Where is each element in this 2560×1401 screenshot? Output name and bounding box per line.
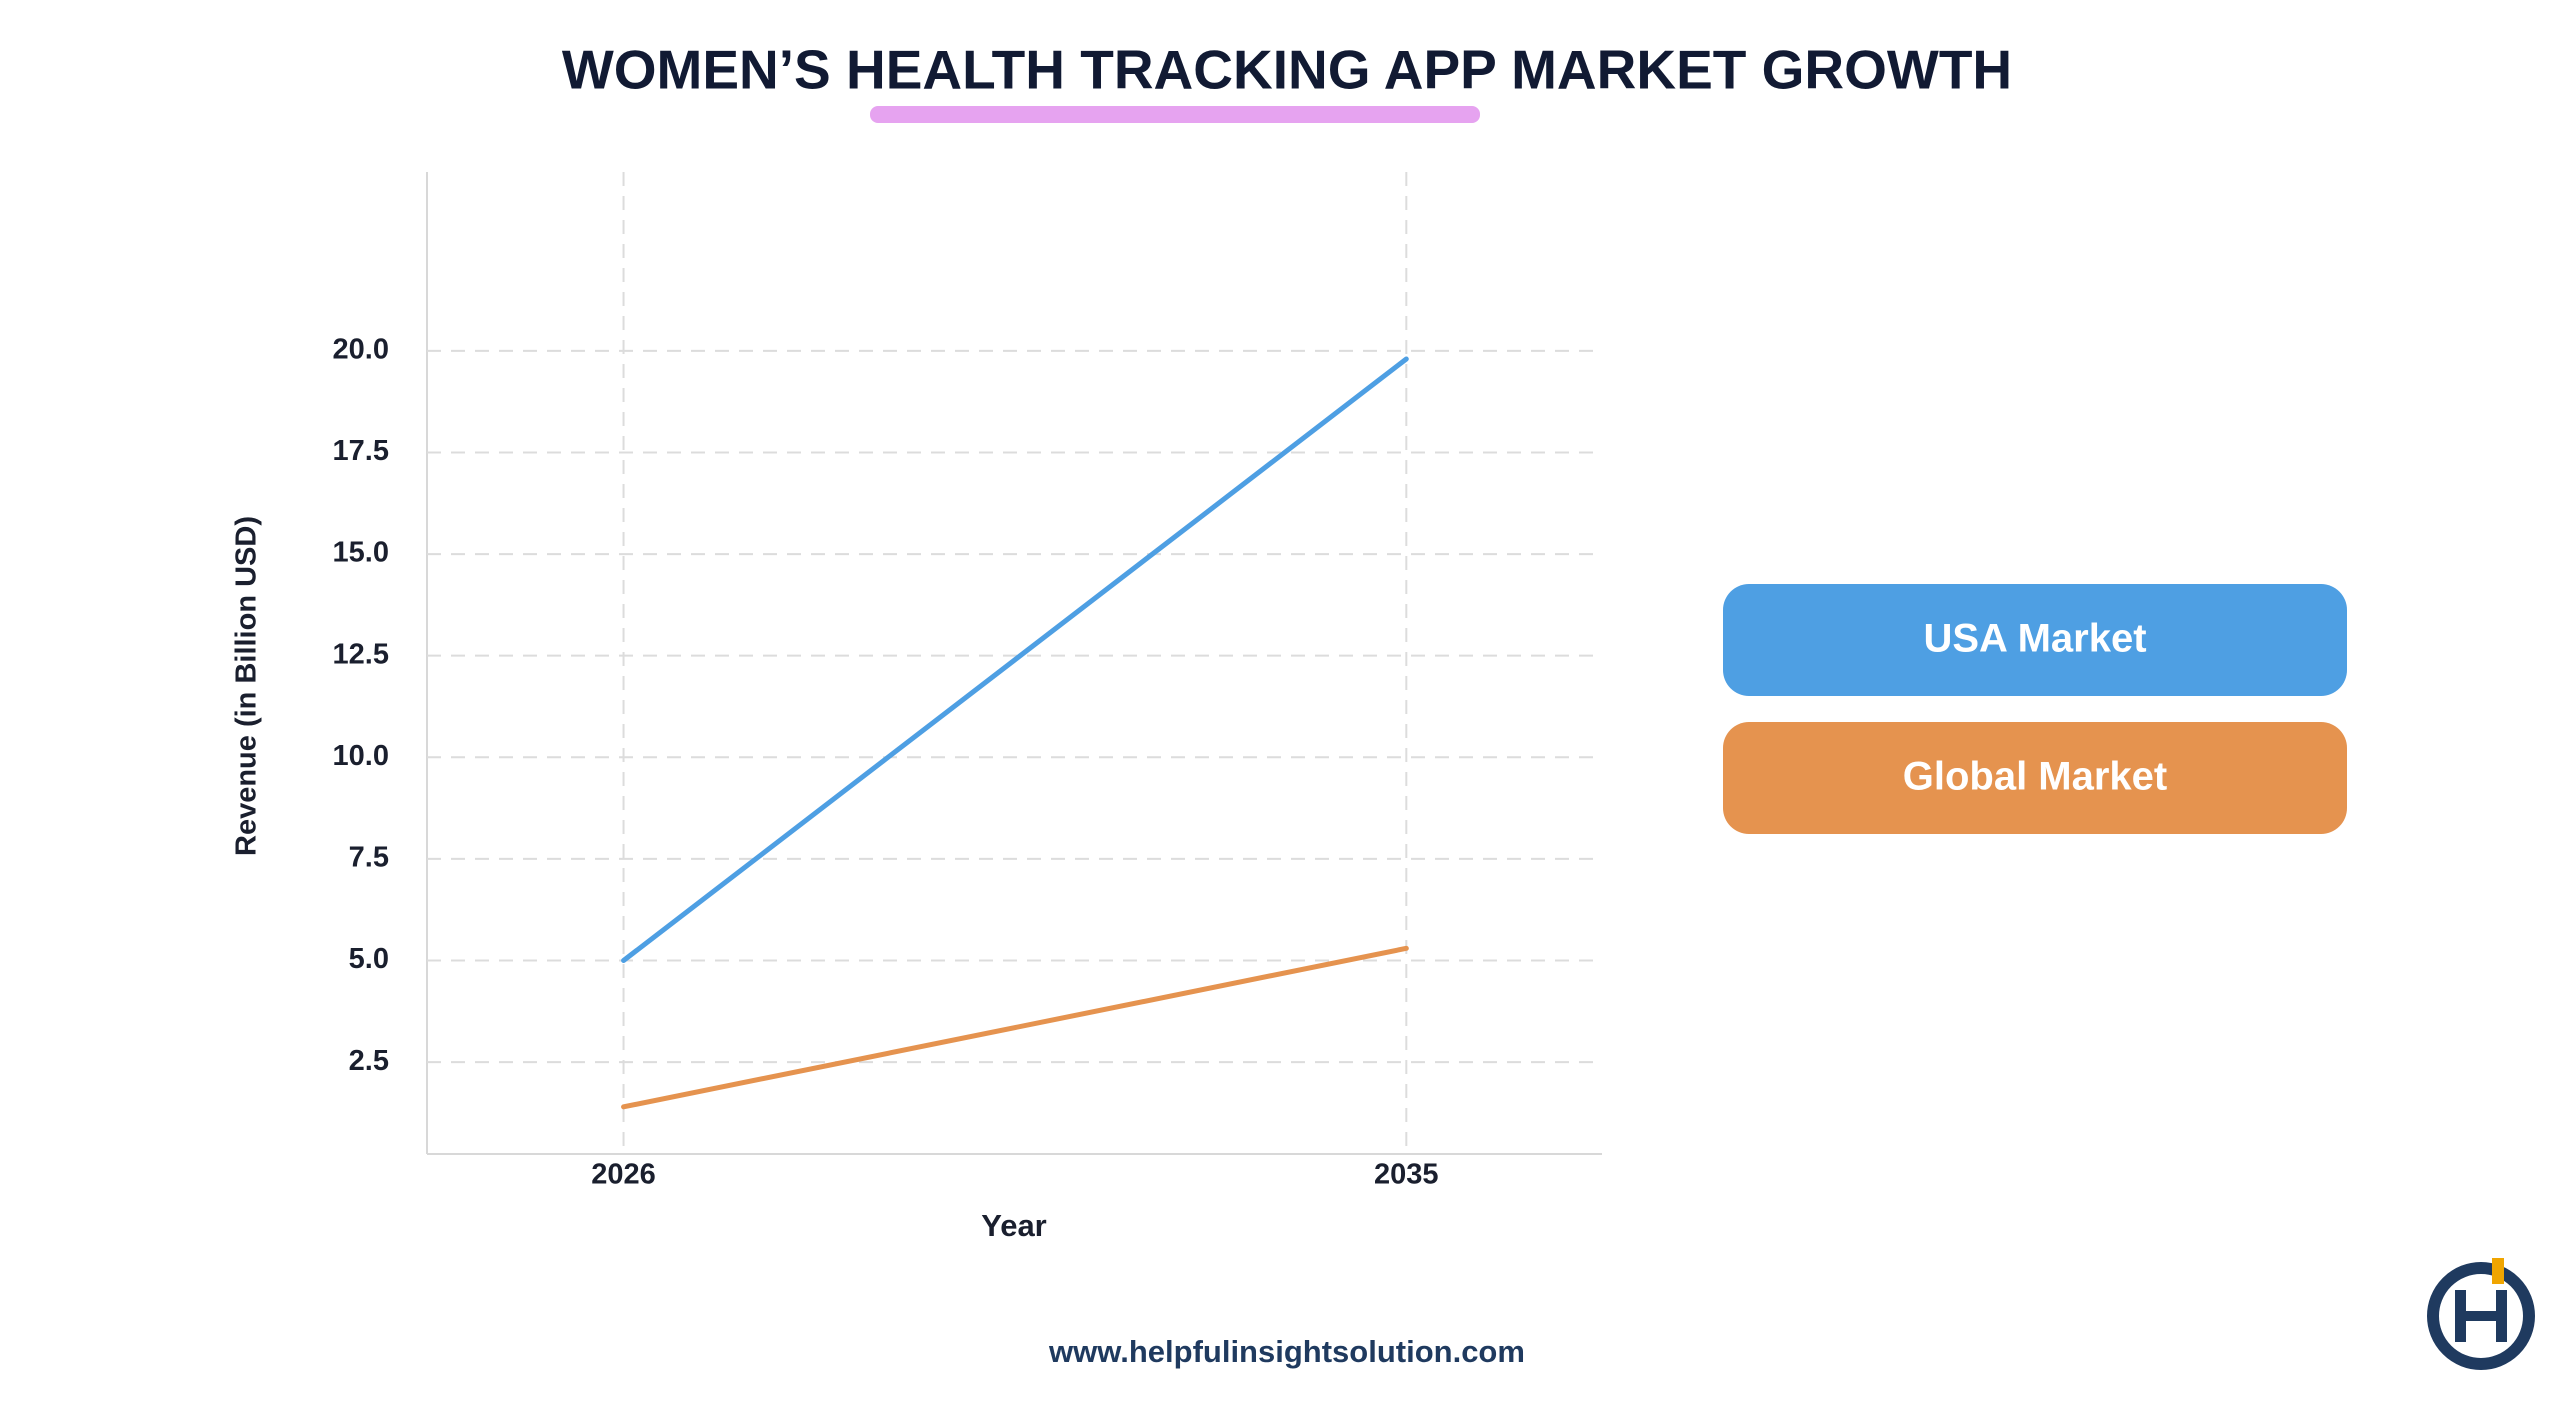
footer-url: www.helpfulinsightsolution.com (1048, 1334, 1525, 1369)
y-tick-label: 10.0 (333, 740, 389, 772)
logo (2427, 1258, 2535, 1370)
chart-title: WOMEN’S HEALTH TRACKING APP MARKET GROWT… (562, 39, 2012, 101)
legend-label: USA Market (1923, 617, 2146, 661)
y-tick-label: 2.5 (349, 1045, 389, 1077)
series-line (621, 356, 1409, 964)
x-tick-label: 2035 (1374, 1159, 1439, 1191)
y-tick-label: 7.5 (349, 842, 389, 874)
y-tick-label: 17.5 (333, 435, 389, 467)
y-axis-title: Revenue (in Billion USD) (231, 516, 263, 856)
y-tick-label: 5.0 (349, 943, 389, 975)
legend-label: Global Market (1903, 755, 2168, 799)
x-axis-title: Year (981, 1208, 1047, 1243)
legend: USA Market Global Market (1723, 584, 2347, 834)
series-line (621, 945, 1409, 1110)
x-tick-label: 2026 (591, 1159, 656, 1191)
legend-swatch (1723, 722, 2347, 834)
y-tick-label: 12.5 (333, 638, 389, 670)
title-underline (870, 106, 1480, 123)
legend-swatch (1723, 584, 2347, 696)
y-tick-label: 20.0 (333, 333, 389, 365)
y-tick-label: 15.0 (333, 537, 389, 569)
